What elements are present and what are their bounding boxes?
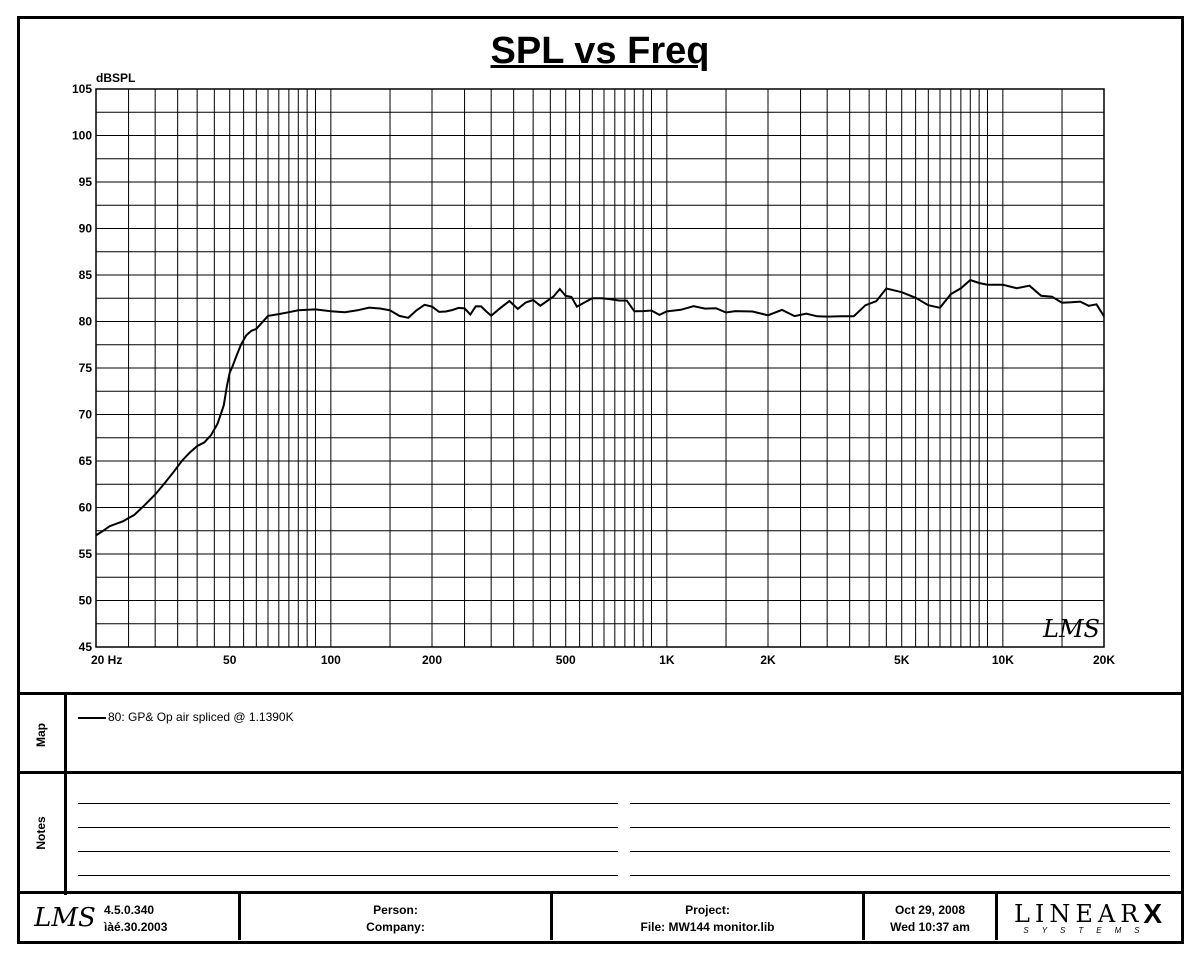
x-tick-label: 50 xyxy=(223,653,237,667)
x-tick-label: 1K xyxy=(659,653,675,667)
note-line xyxy=(78,803,618,804)
y-tick-label: 90 xyxy=(79,222,93,236)
x-tick-label: 200 xyxy=(422,653,442,667)
date-text: Oct 29, 2008 xyxy=(894,902,966,917)
y-tick-label: 105 xyxy=(72,82,92,96)
x-tick-label: 100 xyxy=(321,653,341,667)
footer-person-block: Person: Company: xyxy=(241,897,550,940)
notes-panel xyxy=(17,771,1184,895)
y-tick-label: 95 xyxy=(79,175,93,189)
lms-watermark: LMS xyxy=(1042,615,1100,643)
time-text: Wed 10:37 am xyxy=(890,919,970,934)
brand-x: X xyxy=(1143,897,1163,929)
y-tick-label: 80 xyxy=(79,315,93,329)
x-tick-labels: 20 Hz 50 100 200 500 1K 2K 5K 10K 20K xyxy=(91,653,1115,667)
legend-swatch xyxy=(78,717,106,719)
map-panel xyxy=(17,692,1184,775)
chart-title: SPL vs Freq xyxy=(490,30,710,72)
project-label: Project: xyxy=(685,902,730,917)
footer-version-block: 4.5.0.340 ìàé.30.2003 xyxy=(104,897,234,940)
y-tick-label: 65 xyxy=(79,454,93,468)
y-tick-labels: 105 100 95 90 85 80 75 70 65 60 55 50 45 xyxy=(72,82,92,654)
y-axis-label: dBSPL xyxy=(96,71,135,85)
brand-text: LINEAR xyxy=(1013,899,1144,928)
note-line xyxy=(630,827,1170,828)
y-tick-label: 45 xyxy=(79,640,93,654)
x-tick-label: 20K xyxy=(1093,653,1115,667)
brand-sub: SYSTEMS xyxy=(1023,925,1153,935)
map-separator xyxy=(64,695,67,775)
note-line xyxy=(78,875,618,876)
y-tick-label: 55 xyxy=(79,547,93,561)
chart-grid xyxy=(95,88,1105,648)
brand-logo: LINEAR X xyxy=(1013,897,1163,929)
notes-separator xyxy=(64,774,67,895)
footer-sep-2 xyxy=(550,894,553,940)
company-label: Company: xyxy=(366,919,425,934)
x-tick-label: 20 Hz xyxy=(91,653,122,667)
note-line xyxy=(78,851,618,852)
footer-project-block: Project: File: MW144 monitor.lib xyxy=(553,897,862,940)
note-line xyxy=(630,803,1170,804)
footer-lms-logo: LMS xyxy=(34,903,96,933)
x-tick-label: 10K xyxy=(992,653,1014,667)
build-date-text: ìàé.30.2003 xyxy=(104,919,168,934)
footer-brand-block: LINEAR X SYSTEMS xyxy=(998,897,1178,940)
x-tick-label: 500 xyxy=(556,653,576,667)
footer-panel xyxy=(17,891,1184,944)
file-text: File: MW144 monitor.lib xyxy=(640,919,775,934)
footer-sep-4 xyxy=(995,894,998,940)
note-line xyxy=(630,875,1170,876)
y-tick-label: 85 xyxy=(79,268,93,282)
notes-label: Notes xyxy=(34,816,48,850)
x-tick-label: 5K xyxy=(894,653,910,667)
map-label: Map xyxy=(34,723,48,747)
person-label: Person: xyxy=(373,902,418,917)
footer-date-block: Oct 29, 2008 Wed 10:37 am xyxy=(865,897,995,940)
note-line xyxy=(630,851,1170,852)
y-tick-label: 75 xyxy=(79,361,93,375)
version-text: 4.5.0.340 xyxy=(104,902,155,917)
y-tick-label: 60 xyxy=(79,501,93,515)
footer-sep-1 xyxy=(238,894,241,940)
y-tick-label: 100 xyxy=(72,129,92,143)
outer-frame xyxy=(17,16,1184,944)
y-tick-label: 70 xyxy=(79,408,93,422)
x-tick-label: 2K xyxy=(760,653,776,667)
legend-entry: 80: GP& Op air spliced @ 1.1390K xyxy=(108,710,294,724)
footer-sep-3 xyxy=(862,894,865,940)
y-tick-label: 50 xyxy=(79,594,93,608)
note-line xyxy=(78,827,618,828)
plot-frame xyxy=(95,88,1105,648)
series-line xyxy=(95,278,1105,537)
